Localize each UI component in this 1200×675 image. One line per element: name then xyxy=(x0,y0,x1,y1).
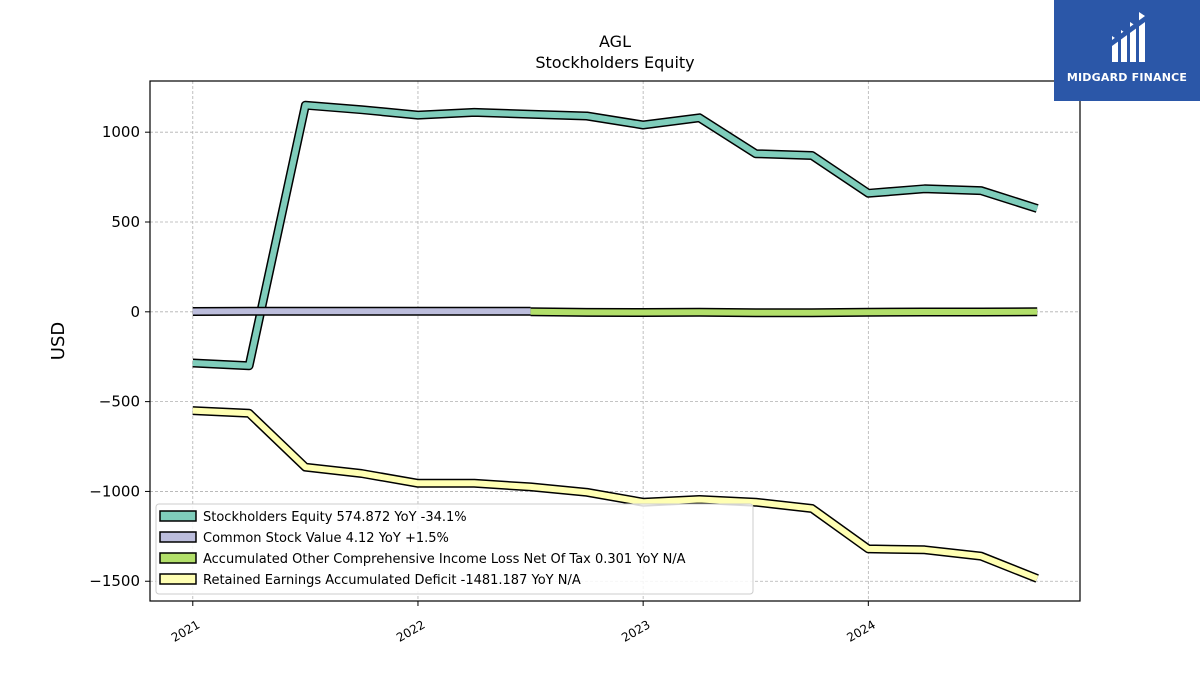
data-point xyxy=(249,311,250,312)
data-point xyxy=(305,311,306,312)
chart-subtitle: Stockholders Equity xyxy=(535,53,694,72)
plot-frame xyxy=(149,80,1081,602)
data-point xyxy=(530,311,531,312)
series-3 xyxy=(530,307,1038,318)
data-point xyxy=(980,311,981,312)
logo-text: MIDGARD FINANCE xyxy=(1066,71,1188,84)
x-tick-label: 2022 xyxy=(394,617,427,644)
legend-swatch xyxy=(159,510,197,522)
y-tick-label: 500 xyxy=(111,213,140,231)
data-point xyxy=(586,312,587,313)
data-point xyxy=(474,311,475,312)
data-point xyxy=(192,311,193,312)
series-4 xyxy=(192,406,1039,583)
data-point xyxy=(699,499,700,500)
y-tick-label: −1000 xyxy=(89,482,140,500)
data-point xyxy=(192,363,193,364)
chart-title: AGL xyxy=(599,32,631,51)
x-tick-label: 2021 xyxy=(169,617,202,644)
data-point xyxy=(868,548,869,549)
data-point xyxy=(192,410,193,411)
data-point xyxy=(474,483,475,484)
data-point xyxy=(586,492,587,493)
data-point xyxy=(361,473,362,474)
x-tick-label: 2023 xyxy=(619,617,652,644)
data-point xyxy=(1037,208,1038,209)
legend-entry: Accumulated Other Comprehensive Income L… xyxy=(203,552,686,567)
data-point xyxy=(924,188,925,189)
data-point xyxy=(305,467,306,468)
legend-swatch xyxy=(159,531,197,543)
midgard-finance-logo: MIDGARD FINANCE xyxy=(1054,0,1200,101)
legend-entry: Common Stock Value 4.12 YoY +1.5% xyxy=(203,531,449,546)
data-point xyxy=(530,114,531,115)
data-point xyxy=(699,312,700,313)
data-point xyxy=(980,556,981,557)
data-point xyxy=(812,508,813,509)
data-point xyxy=(530,486,531,487)
legend-box xyxy=(155,503,754,595)
data-point xyxy=(755,312,756,313)
series-layer xyxy=(192,100,1039,583)
data-point xyxy=(1037,311,1038,312)
y-tick-label: −1500 xyxy=(89,572,140,590)
y-tick-label: −500 xyxy=(99,393,140,411)
data-point xyxy=(249,365,250,366)
series-line xyxy=(192,102,1039,369)
data-point xyxy=(868,193,869,194)
data-point xyxy=(755,153,756,154)
y-tick-label: 0 xyxy=(130,303,140,321)
data-point xyxy=(812,155,813,156)
data-point xyxy=(417,115,418,116)
data-point xyxy=(755,502,756,503)
data-point xyxy=(474,112,475,113)
legend-swatch xyxy=(159,552,197,564)
data-point xyxy=(699,117,700,118)
series-line xyxy=(530,308,1038,316)
y-tick-label: 1000 xyxy=(102,123,140,141)
y-axis-ticks: 1000 500 0 −500 −1000 −1500 xyxy=(89,123,150,590)
series-1 xyxy=(192,100,1039,371)
data-point xyxy=(980,190,981,191)
logo-mark-icon xyxy=(1112,12,1145,62)
data-point xyxy=(643,312,644,313)
data-point xyxy=(249,413,250,414)
data-point xyxy=(417,311,418,312)
data-point xyxy=(643,125,644,126)
data-point xyxy=(305,105,306,106)
data-point xyxy=(812,312,813,313)
series-2 xyxy=(192,306,531,316)
data-point xyxy=(643,502,644,503)
data-point xyxy=(924,311,925,312)
data-point xyxy=(586,116,587,117)
x-tick-label: 2024 xyxy=(844,617,877,644)
series-line-outline xyxy=(192,100,1039,371)
legend-swatch xyxy=(159,573,197,585)
y-axis-label: USD xyxy=(48,322,69,360)
data-point xyxy=(417,483,418,484)
data-point xyxy=(1037,578,1038,579)
data-point xyxy=(361,311,362,312)
x-axis-ticks: 2021 2022 2023 2024 xyxy=(169,601,878,645)
legend: Stockholders Equity 574.872 YoY -34.1% Co… xyxy=(155,503,754,595)
legend-entry: Stockholders Equity 574.872 YoY -34.1% xyxy=(203,510,467,525)
data-point xyxy=(924,549,925,550)
data-point xyxy=(868,312,869,313)
data-point xyxy=(361,109,362,110)
series-line xyxy=(192,407,1039,582)
legend-entry: Retained Earnings Accumulated Deficit -1… xyxy=(203,573,581,588)
